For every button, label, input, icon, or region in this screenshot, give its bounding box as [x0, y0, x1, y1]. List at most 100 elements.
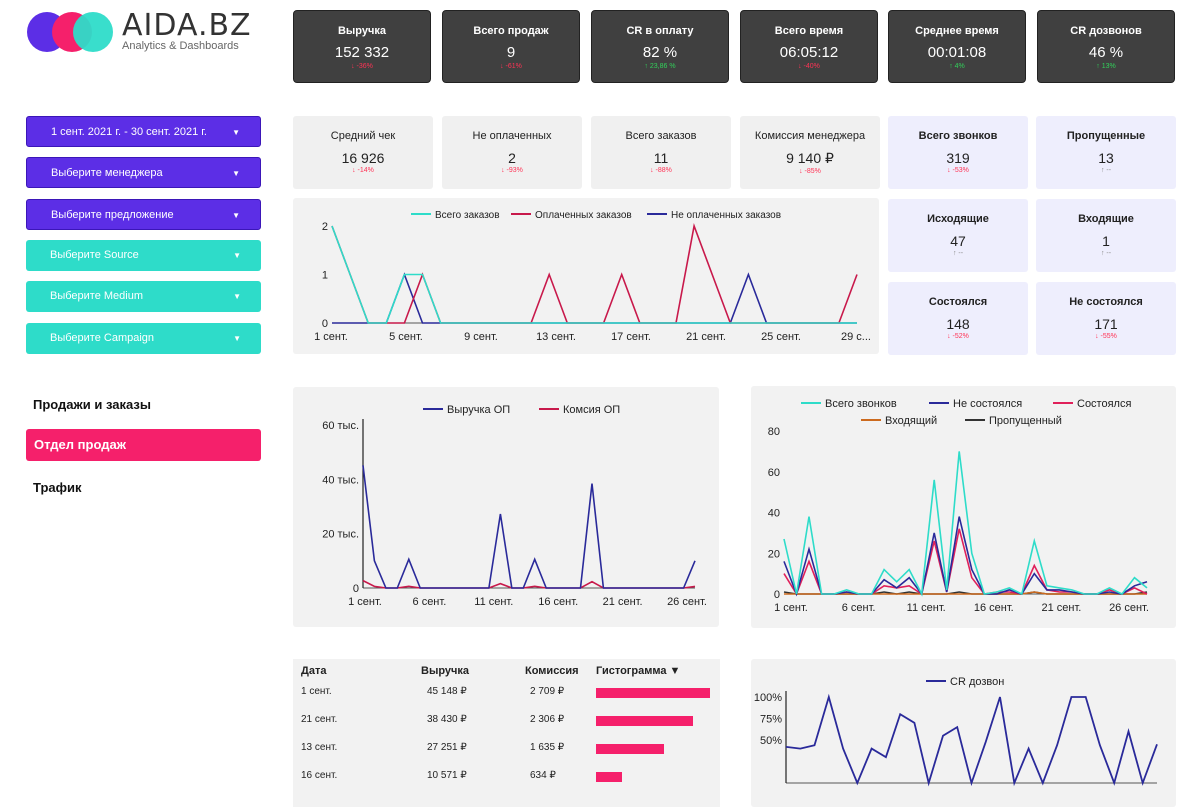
kpi-value: 9 [506, 44, 516, 61]
kpi-delta: ↓ -40% [798, 63, 820, 70]
kpi-delta: ↑ 23,86 % [644, 63, 676, 70]
stat-card: Не оплаченных 2 ↓ -93% [442, 116, 582, 189]
calls-chart: 0 20 40 60 80 1 сент. 6 сент. 11 сент. 16 сент. 2… [768, 398, 1149, 614]
stat-card: Всего заказов 11 ↓ -88% [591, 116, 731, 189]
filter-label: Выберите Medium [50, 290, 144, 302]
cell-date: 1 сент. [301, 686, 332, 697]
chevron-down-icon: ▼ [233, 251, 241, 260]
kpi-card: Среднее время 00:01:08 ↑ 4% [888, 10, 1026, 83]
stat-title: Не оплаченных [472, 130, 552, 142]
kpi-card: CR дозвонов 46 % ↑ 13% [1037, 10, 1175, 83]
col-commission[interactable]: Комиссия [525, 665, 579, 677]
table-row: 21 сент. 38 430 ₽ 2 306 ₽ [293, 714, 720, 741]
chevron-down-icon: ▼ [232, 211, 240, 220]
y-tick-label: 1 [322, 270, 328, 282]
filter-dropdown[interactable]: Выберите Medium ▼ [26, 281, 261, 312]
stat-title: Не состоялся [1069, 296, 1143, 308]
filter-label: Выберите предложение [51, 209, 174, 221]
x-tick-label: 11 сент. [907, 602, 946, 614]
legend-entry: Оплаченных заказов [535, 210, 632, 221]
x-tick-label: 1 сент. [314, 331, 348, 343]
stat-title: Исходящие [927, 213, 989, 225]
stat-value: 11 [653, 150, 669, 166]
x-tick-label: 16 сент. [538, 596, 578, 608]
cell-date: 16 сент. [301, 770, 338, 781]
col-histogram[interactable]: Гистограмма ▼ [596, 665, 681, 677]
kpi-card: Всего продаж 9 ↓ -61% [442, 10, 580, 83]
legend-entry: Входящий [885, 415, 937, 427]
x-tick-label: 21 сент. [1041, 602, 1081, 614]
legend-entry: Всего заказов [435, 210, 500, 221]
filter-dropdown[interactable]: 1 сент. 2021 г. - 30 сент. 2021 г. ▼ [26, 116, 261, 147]
y-tick-label: 40 [768, 508, 780, 520]
legend-entry: Состоялся [1077, 398, 1131, 410]
cell-commission: 2 306 ₽ [530, 714, 565, 725]
histogram-bar [596, 772, 623, 782]
nav-item-traffic[interactable]: Трафик [33, 480, 82, 495]
legend-entry: Комсия ОП [563, 404, 620, 416]
filter-label: Выберите Campaign [50, 332, 155, 344]
filter-label: 1 сент. 2021 г. - 30 сент. 2021 г. [51, 126, 207, 138]
kpi-delta: ↓ -36% [351, 63, 373, 70]
kpi-title: CR дозвонов [1070, 25, 1142, 37]
stat-delta: ↑ -- [1100, 250, 1112, 257]
kpi-delta: ↑ 13% [1096, 63, 1116, 70]
filter-dropdown[interactable]: Выберите Campaign ▼ [26, 323, 261, 354]
x-tick-label: 29 с... [841, 331, 871, 343]
stat-value: 1 [1102, 233, 1110, 249]
stat-title: Всего заказов [625, 130, 697, 142]
filter-dropdown[interactable]: Выберите Source ▼ [26, 240, 261, 271]
legend-entry: CR дозвон [950, 676, 1004, 688]
x-tick-label: 1 сент. [348, 596, 382, 608]
nav-item-sales-orders[interactable]: Продажи и заказы [33, 397, 151, 412]
legend-entry: Пропущенный [989, 415, 1062, 427]
y-tick-label: 60 тыс. [322, 420, 359, 432]
cell-commission: 2 709 ₽ [530, 686, 565, 697]
call-stat-card: Состоялся 148 ↓ -52% [888, 282, 1028, 355]
call-stat-card: Пропущенные 13 ↑ -- [1036, 116, 1176, 189]
stat-value: 171 [1094, 316, 1118, 332]
arrow-down-icon: ↓ [798, 63, 802, 70]
y-tick-label: 0 [774, 589, 780, 601]
x-tick-label: 21 сент. [686, 331, 726, 343]
filter-dropdown[interactable]: Выберите предложение ▼ [26, 199, 261, 230]
legend-entry: Выручка ОП [447, 404, 510, 416]
y-tick-label: 60 [768, 467, 780, 479]
histogram-bar [596, 716, 693, 726]
series-line [783, 528, 1148, 596]
cell-date: 21 сент. [301, 714, 338, 725]
col-revenue[interactable]: Выручка [421, 665, 470, 677]
filter-label: Выберите менеджера [51, 167, 163, 179]
legend-entry: Не состоялся [953, 398, 1022, 410]
x-tick-label: 9 сент. [464, 331, 498, 343]
arrow-up-icon: ↑ [949, 63, 953, 70]
kpi-value: 152 332 [334, 44, 390, 61]
x-tick-label: 6 сент. [842, 602, 876, 614]
arrow-up-icon: ↑ [1096, 63, 1100, 70]
col-date[interactable]: Дата [301, 665, 327, 677]
y-tick-label: 20 [768, 548, 780, 560]
kpi-card: CR в оплату 82 % ↑ 23,86 % [591, 10, 729, 83]
arrow-down-icon: ↓ [500, 63, 504, 70]
x-tick-label: 21 сент. [603, 596, 643, 608]
stat-delta: ↓ -93% [501, 167, 523, 174]
stat-delta: ↑ -- [952, 250, 964, 257]
stat-title: Средний чек [330, 130, 396, 142]
chevron-down-icon: ▼ [233, 292, 241, 301]
y-tick-label: 0 [322, 318, 328, 330]
legend-entry: Не оплаченных заказов [671, 210, 781, 221]
y-tick-label: 40 тыс. [322, 474, 359, 486]
kpi-delta: ↓ -61% [500, 63, 522, 70]
kpi-title: Выручка [337, 25, 387, 37]
cell-commission: 634 ₽ [530, 770, 556, 781]
nav-item-sales-dept[interactable]: Отдел продаж [26, 429, 261, 461]
stat-title: Входящие [1078, 213, 1134, 225]
kpi-title: Среднее время [915, 25, 999, 37]
brand-name: AIDA.BZ [122, 8, 252, 43]
kpi-card: Всего время 06:05:12 ↓ -40% [740, 10, 878, 83]
cell-date: 13 сент. [301, 742, 338, 753]
filter-dropdown[interactable]: Выберите менеджера ▼ [26, 157, 261, 188]
cell-revenue: 27 251 ₽ [427, 742, 467, 753]
legend-entry: Всего звонков [825, 398, 897, 410]
